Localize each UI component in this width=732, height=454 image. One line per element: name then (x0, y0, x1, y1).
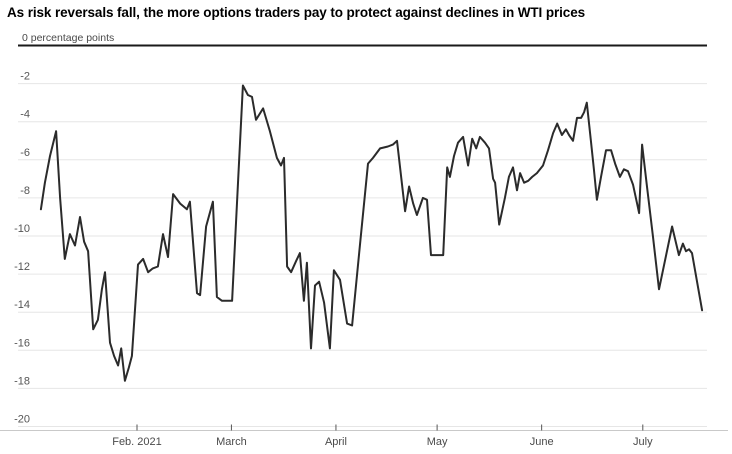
x-tick-label: Feb. 2021 (112, 436, 162, 448)
x-tick-label: April (325, 436, 347, 448)
x-tick-label: July (633, 436, 653, 448)
y-tick-label: -2 (20, 71, 30, 83)
y-tick-label: -12 (14, 261, 30, 273)
y-tick-label: -6 (20, 147, 30, 159)
y-tick-label: -14 (14, 299, 30, 311)
x-tick-label: March (216, 436, 247, 448)
y-tick-label: -8 (20, 185, 30, 197)
x-tick-label: May (427, 436, 448, 448)
y-tick-label: -20 (14, 414, 30, 426)
y-tick-label: -16 (14, 337, 30, 349)
y-tick-label: -10 (14, 223, 30, 235)
risk-reversal-line-series (39, 84, 704, 382)
y-axis-unit-label: 0 percentage points (22, 32, 115, 44)
y-tick-label: -4 (20, 109, 30, 121)
x-tick-label: June (530, 436, 554, 448)
y-tick-label: -18 (14, 375, 30, 387)
chart-title: As risk reversals fall, the more options… (7, 5, 586, 20)
